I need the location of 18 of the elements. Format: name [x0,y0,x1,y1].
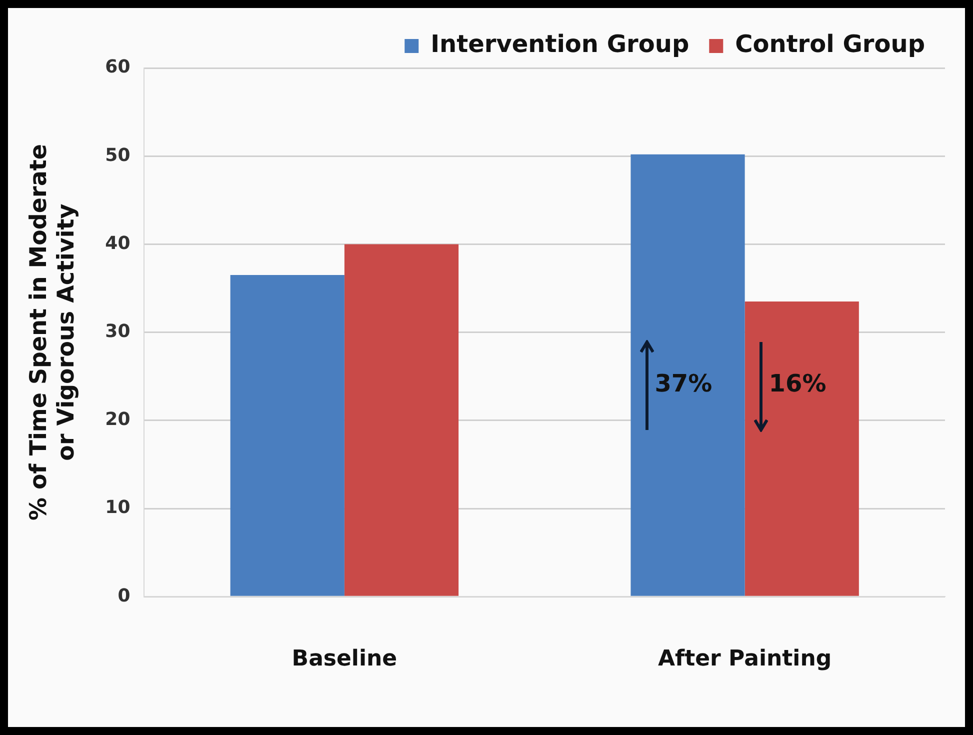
legend-label: Control Group [735,30,926,58]
bar [744,301,859,596]
y-tick-label: 0 [118,585,130,606]
y-axis-title: % of Time Spent in Moderate or Vigorous Activity [26,144,80,521]
y-tick-label: 40 [105,232,130,254]
annotation: 37% [654,369,712,398]
y-tick-label: 50 [105,144,130,166]
bar [344,244,459,596]
y-tick-label: 20 [105,409,130,430]
legend-label: Intervention Group [430,30,690,58]
bar [630,154,745,596]
x-tick-label: Baseline [292,646,398,672]
y-tick-label: 30 [105,320,130,342]
y-tick-label: 10 [105,497,130,518]
x-tick-label: After Painting [658,646,832,672]
y-tick-label: 60 [105,56,130,78]
bar [230,275,344,596]
annotation: 16% [768,369,826,398]
